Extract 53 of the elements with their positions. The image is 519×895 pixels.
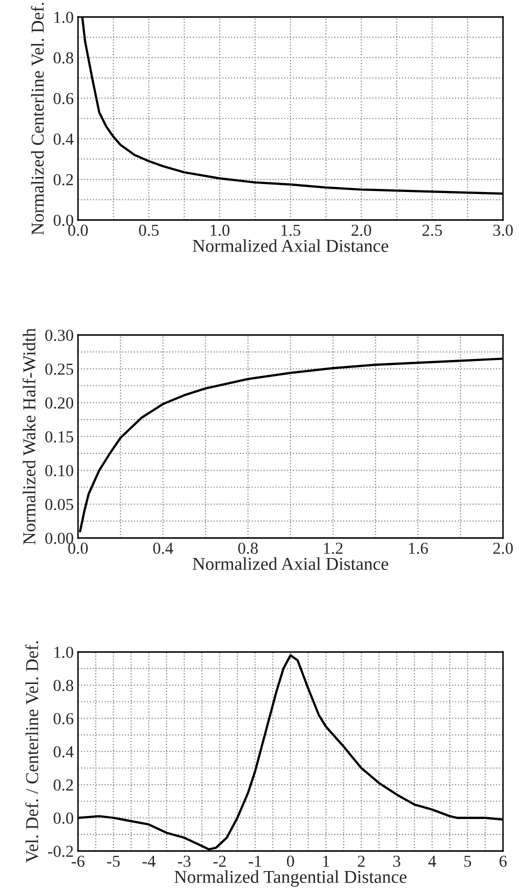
y-axis-title: Normalized Centerline Vel. Def.	[30, 2, 44, 235]
y-tick-label: 0.05	[45, 498, 74, 510]
y-tick-label: 0.0	[54, 214, 74, 226]
y-tick-label: 0.4	[54, 134, 74, 145]
x-axis-title: Normalized Axial Distance	[192, 557, 388, 570]
x-tick-label: 3	[393, 856, 400, 867]
x-tick-label: -4	[142, 856, 156, 867]
y-tick-label: 0.4	[54, 746, 74, 758]
x-tick-label: 1	[323, 856, 330, 867]
y-tick-label: 0.25	[45, 364, 74, 375]
y-tick-label: 0.6	[54, 92, 74, 104]
x-tick-label: -3	[178, 856, 191, 867]
x-tick-label: 1.6	[409, 542, 428, 554]
x-tick-label: -6	[72, 856, 84, 867]
y-axis-title: Vel. Def. / Centerline Vel. Def.	[25, 641, 38, 863]
x-tick-label: 2	[358, 856, 365, 867]
x-tick-label: 2.0	[352, 224, 372, 236]
x-tick-label: -5	[107, 856, 120, 867]
y-tick-label: 0.10	[45, 465, 74, 476]
y-tick-label: 0.8	[54, 680, 74, 692]
y-tick-label: 0.2	[54, 779, 73, 791]
y-tick-label: 0.15	[45, 431, 74, 443]
y-tick-label: 0.2	[54, 174, 73, 186]
x-tick-label: 1.2	[324, 542, 342, 554]
x-tick-label: 5	[464, 856, 472, 867]
x-tick-label: 0.0	[68, 542, 88, 554]
x-tick-label: 0.8	[238, 542, 258, 554]
x-tick-label: -1	[248, 856, 262, 867]
y-tick-label: 0.8	[54, 52, 74, 64]
x-axis-title: Normalized Axial Distance	[192, 239, 388, 252]
y-axis-title: Normalized Wake Half-Width	[22, 328, 36, 545]
x-tick-label: 1.0	[210, 224, 230, 236]
x-tick-label: 0	[286, 856, 294, 867]
x-tick-label: 3.0	[493, 224, 513, 236]
y-tick-label: 0.20	[45, 397, 74, 409]
y-tick-label: 0.0	[54, 812, 74, 824]
x-tick-label: 0.4	[153, 542, 174, 554]
x-tick-label: 2.0	[493, 542, 513, 554]
x-tick-label: 4	[428, 856, 436, 867]
y-tick-label: 0.00	[45, 532, 74, 544]
x-tick-label: -2	[213, 856, 226, 867]
x-tick-label: 0.0	[68, 224, 88, 236]
x-tick-label: 0.5	[139, 224, 159, 236]
y-tick-label: 1.0	[54, 12, 74, 24]
y-tick-label: 0.6	[54, 713, 74, 724]
x-tick-label: 2.5	[422, 224, 442, 236]
line-series	[78, 654, 503, 850]
y-tick-label: -0.2	[48, 846, 73, 858]
y-tick-label: 1.0	[54, 646, 74, 658]
y-tick-label: 0.30	[45, 330, 74, 342]
x-tick-label: 6	[500, 856, 507, 867]
x-axis-title: Normalized Tangential Distance	[174, 870, 406, 887]
x-tick-label: 1.5	[282, 224, 300, 236]
